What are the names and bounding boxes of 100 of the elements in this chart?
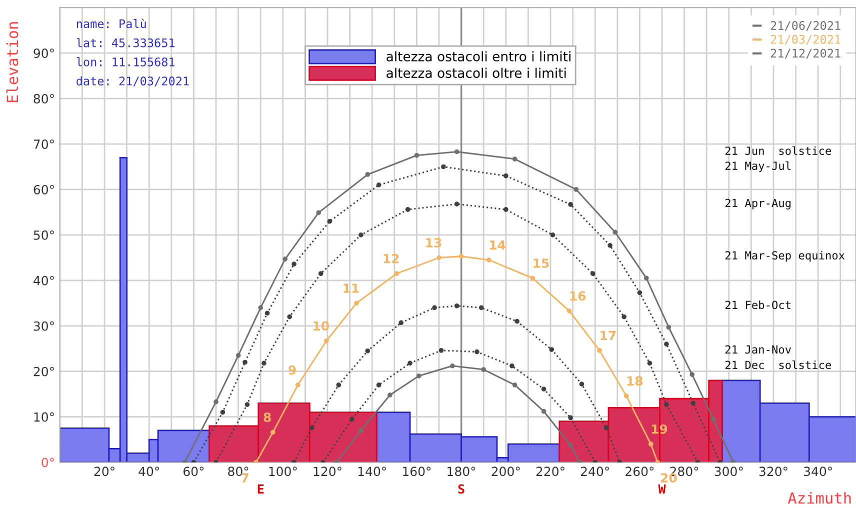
point	[408, 360, 412, 366]
annotation: name: Palù	[76, 18, 146, 28]
x-tick-label: 120°	[314, 466, 342, 476]
annotation: E	[258, 484, 264, 494]
point	[568, 202, 573, 207]
annotation: 21 Jan-Nov	[725, 345, 791, 354]
point	[710, 416, 716, 422]
annotation: 8	[264, 412, 271, 422]
annotation: date: 21/03/2021	[76, 76, 189, 86]
point	[376, 382, 382, 388]
point	[512, 156, 518, 162]
annotation: S	[458, 484, 464, 494]
annotation: 19	[652, 424, 668, 434]
point	[530, 276, 536, 281]
y-tick-label: 20°	[34, 366, 54, 376]
point	[541, 408, 546, 414]
point	[637, 290, 642, 296]
point	[214, 399, 218, 404]
point	[365, 172, 370, 177]
point	[416, 373, 422, 378]
x-tick-label: 180°	[448, 466, 476, 476]
point	[258, 305, 264, 310]
annotation: 17	[600, 330, 616, 340]
annotation: 18	[627, 376, 643, 386]
point	[458, 254, 464, 259]
point	[376, 182, 382, 188]
annotation: lon: 11.155681	[76, 57, 175, 66]
point	[644, 276, 649, 281]
legend-label: 21/12/2021	[770, 48, 840, 59]
point	[236, 353, 241, 358]
point	[647, 360, 652, 366]
point	[438, 348, 444, 353]
point	[648, 442, 654, 447]
point	[454, 303, 460, 308]
x-tick-label: 140°	[358, 466, 386, 476]
annotation: W	[658, 484, 666, 494]
annotation: 21 May-Jul	[725, 161, 790, 172]
y-tick-label: 0°	[42, 458, 54, 468]
point	[318, 271, 324, 276]
point	[509, 363, 514, 368]
annotation: 16	[570, 291, 586, 301]
point	[690, 372, 695, 377]
point	[690, 400, 696, 406]
point	[405, 207, 410, 212]
y-tick-label: 70°	[34, 139, 54, 149]
point	[549, 347, 554, 352]
point	[579, 382, 584, 387]
x-tick-label: 240°	[580, 466, 609, 476]
point	[350, 416, 354, 422]
legend-label: altezza ostacoli entro i limiti	[386, 51, 570, 62]
y-tick-label: 40°	[34, 276, 54, 286]
annotation: 21 Jun solstice	[725, 146, 832, 155]
point	[474, 349, 480, 354]
point	[503, 207, 508, 212]
point	[358, 428, 364, 433]
x-tick-label: 20°	[94, 466, 114, 476]
y-tick-label: 90°	[34, 48, 54, 58]
point	[550, 232, 556, 238]
point	[666, 324, 672, 330]
point	[612, 230, 618, 235]
x-tick-label: 260°	[626, 466, 654, 476]
point	[292, 262, 296, 266]
x-tick-label: 40°	[138, 466, 160, 476]
annotation: lat: 45.333651	[76, 38, 175, 48]
annotation: 13	[426, 238, 442, 248]
point	[244, 402, 250, 407]
point	[270, 430, 276, 435]
y-tick-label: 60°	[34, 184, 54, 194]
x-tick-label: 60°	[184, 466, 204, 476]
point	[454, 149, 460, 154]
point	[450, 363, 455, 368]
annotation: 21 Feb-Oct	[725, 300, 790, 310]
point	[568, 442, 573, 448]
x-tick-label: 200°	[492, 466, 520, 476]
point	[324, 338, 329, 344]
point	[664, 402, 669, 407]
x-tick-label: 160°	[403, 466, 431, 476]
point	[608, 242, 612, 248]
point	[590, 271, 596, 276]
point	[503, 173, 508, 178]
point	[365, 348, 370, 354]
point	[309, 425, 314, 430]
point	[414, 152, 420, 158]
point	[568, 415, 573, 420]
x-tick-label: 340°	[804, 466, 832, 476]
point	[316, 210, 322, 216]
point	[354, 300, 359, 306]
point	[262, 360, 266, 366]
point	[541, 386, 546, 392]
point	[478, 305, 484, 310]
point	[512, 382, 518, 388]
annotation: 12	[384, 254, 399, 264]
annotation: 21 Apr-Aug	[725, 198, 791, 210]
point	[481, 367, 486, 372]
x-tick-label: 320°	[759, 466, 788, 476]
y-tick-label: 50°	[34, 230, 54, 240]
point	[514, 318, 520, 324]
point	[604, 425, 609, 430]
point	[441, 164, 446, 170]
y-tick-label: 30°	[34, 321, 54, 331]
